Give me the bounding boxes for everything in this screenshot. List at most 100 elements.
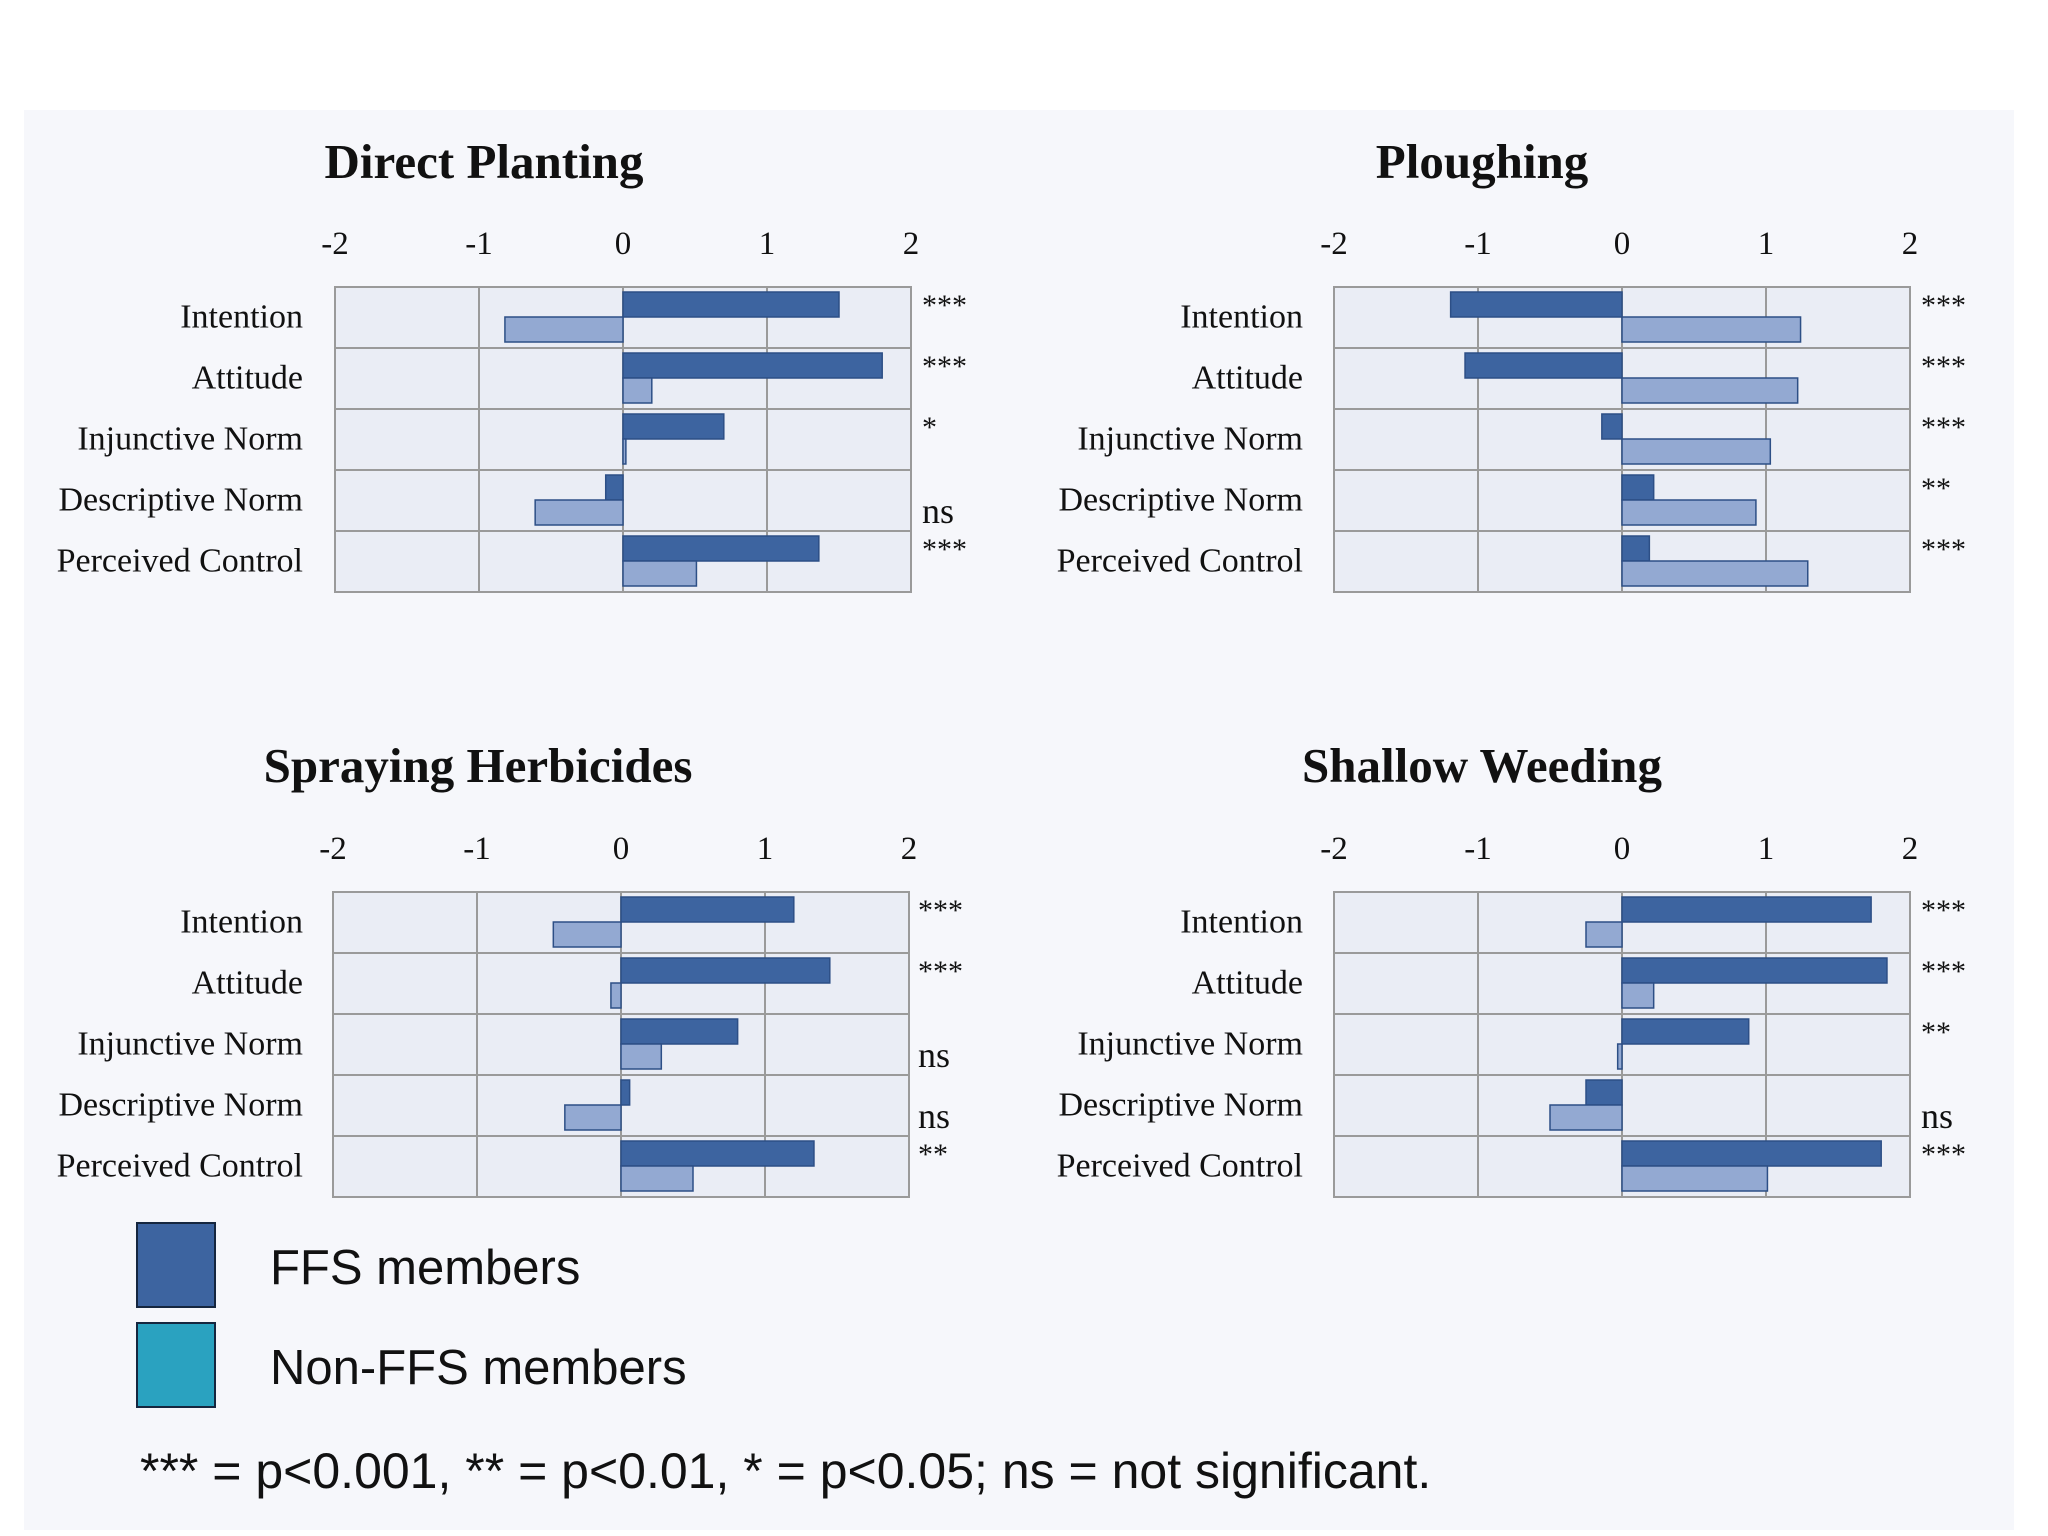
bar-ffs xyxy=(620,896,795,923)
category-label: Perceived Control xyxy=(1057,543,1303,580)
category-label: Attitude xyxy=(192,965,303,1002)
x-tick-label: -2 xyxy=(319,831,347,867)
significance-marker: *** xyxy=(1921,350,1966,383)
category-label: Injunctive Norm xyxy=(77,421,303,458)
x-tick-label: -2 xyxy=(1320,831,1348,867)
plot-border xyxy=(1333,891,1911,1198)
x-tick-label: -1 xyxy=(465,226,493,262)
x-tick-label: -2 xyxy=(321,226,349,262)
bar-non-ffs xyxy=(1621,499,1757,526)
bar-non-ffs xyxy=(1621,560,1809,587)
significance-marker: ns xyxy=(1921,1096,1953,1136)
significance-marker: * xyxy=(922,411,937,444)
x-tick-label: 1 xyxy=(1758,226,1775,262)
category-label: Injunctive Norm xyxy=(77,1026,303,1063)
significance-marker: ns xyxy=(918,1035,950,1075)
x-tick-label: 1 xyxy=(759,226,776,262)
bar-non-ffs xyxy=(622,560,698,587)
bar-non-ffs xyxy=(1621,438,1772,465)
legend-item-ffs: FFS members xyxy=(136,1222,1036,1312)
bar-non-ffs xyxy=(610,982,622,1009)
category-label: Descriptive Norm xyxy=(58,1087,303,1124)
category-label: Attitude xyxy=(192,360,303,397)
significance-marker: *** xyxy=(1921,894,1966,927)
category-label: Intention xyxy=(1180,299,1303,336)
bar-ffs xyxy=(1621,896,1872,923)
bar-non-ffs xyxy=(1621,982,1655,1009)
bar-ffs xyxy=(620,1018,739,1045)
significance-marker: *** xyxy=(918,955,963,988)
x-tick-label: 0 xyxy=(615,226,632,262)
bar-non-ffs xyxy=(504,316,624,343)
chart-2: Spraying Herbicides -2 -1 0 1 2 Intention *** At… xyxy=(57,738,963,1198)
category-label: Injunctive Norm xyxy=(1077,1026,1303,1063)
x-tick-label: 1 xyxy=(757,831,774,867)
chart-0: Direct Planting -2 -1 0 1 2 Intention *** Attitu… xyxy=(57,134,967,593)
bar-non-ffs xyxy=(534,499,624,526)
x-tick-label: 2 xyxy=(901,831,918,867)
plot-border xyxy=(1333,286,1911,593)
category-label: Perceived Control xyxy=(57,1148,303,1185)
chart-title: Spraying Herbicides xyxy=(264,738,693,793)
significance-marker: ns xyxy=(922,491,954,531)
significance-marker: ** xyxy=(1921,1016,1951,1049)
significance-marker: ** xyxy=(1921,472,1951,505)
legend-label-non-ffs: Non-FFS members xyxy=(270,1341,687,1395)
bar-ffs xyxy=(604,474,624,501)
category-label: Descriptive Norm xyxy=(1058,1087,1303,1124)
significance-marker: *** xyxy=(1921,1138,1966,1171)
category-label: Attitude xyxy=(1192,965,1303,1002)
chart-3: Shallow Weeding -2 -1 0 1 2 Intention *** Attitu… xyxy=(1057,738,1966,1198)
bar-non-ffs xyxy=(552,921,622,948)
x-tick-label: 2 xyxy=(1902,831,1919,867)
chart-1: Ploughing -2 -1 0 1 2 Intention *** Attitude *** I… xyxy=(1057,134,1966,593)
bar-non-ffs xyxy=(622,438,627,465)
bar-ffs xyxy=(1621,1018,1750,1045)
bar-non-ffs xyxy=(1621,377,1799,404)
legend-swatch-non-ffs xyxy=(136,1322,216,1408)
x-tick-label: -1 xyxy=(463,831,491,867)
bar-ffs xyxy=(622,413,725,440)
bar-non-ffs xyxy=(1621,1165,1769,1192)
category-label: Perceived Control xyxy=(1057,1148,1303,1185)
x-tick-label: 0 xyxy=(1614,226,1631,262)
bar-ffs xyxy=(1601,413,1623,440)
category-label: Intention xyxy=(180,299,303,336)
significance-marker: *** xyxy=(918,894,963,927)
significance-marker: ns xyxy=(918,1096,950,1136)
category-label: Injunctive Norm xyxy=(1077,421,1303,458)
legend-swatch-ffs xyxy=(136,1222,216,1308)
significance-marker: *** xyxy=(922,350,967,383)
significance-marker: *** xyxy=(1921,411,1966,444)
category-label: Attitude xyxy=(1192,360,1303,397)
bar-ffs xyxy=(1449,291,1623,318)
significance-footnote: *** = p<0.001, ** = p<0.01, * = p<0.05; … xyxy=(140,1443,1432,1499)
chart-title: Ploughing xyxy=(1376,134,1589,189)
bar-non-ffs xyxy=(1621,316,1802,343)
category-label: Descriptive Norm xyxy=(58,482,303,519)
plot-border xyxy=(332,891,910,1198)
significance-marker: *** xyxy=(922,533,967,566)
chart-title: Direct Planting xyxy=(325,134,644,189)
bar-ffs xyxy=(620,957,831,984)
legend-item-non-ffs: Non-FFS members xyxy=(136,1322,1036,1412)
bar-non-ffs xyxy=(564,1104,622,1131)
legend-label-ffs: FFS members xyxy=(270,1241,581,1295)
bar-ffs xyxy=(1621,957,1888,984)
plot-border xyxy=(334,286,912,593)
bar-ffs xyxy=(620,1079,631,1106)
x-tick-label: 1 xyxy=(1758,831,1775,867)
bar-ffs xyxy=(622,535,820,562)
x-tick-label: 2 xyxy=(903,226,920,262)
category-label: Intention xyxy=(180,904,303,941)
x-tick-label: -2 xyxy=(1320,226,1348,262)
x-tick-label: -1 xyxy=(1464,831,1492,867)
significance-marker: *** xyxy=(1921,533,1966,566)
bar-ffs xyxy=(1621,1140,1882,1167)
bar-non-ffs xyxy=(1585,921,1623,948)
x-tick-label: 0 xyxy=(613,831,630,867)
bar-ffs xyxy=(622,291,840,318)
significance-marker: *** xyxy=(1921,289,1966,322)
bar-non-ffs xyxy=(1549,1104,1623,1131)
bar-ffs xyxy=(1621,474,1655,501)
